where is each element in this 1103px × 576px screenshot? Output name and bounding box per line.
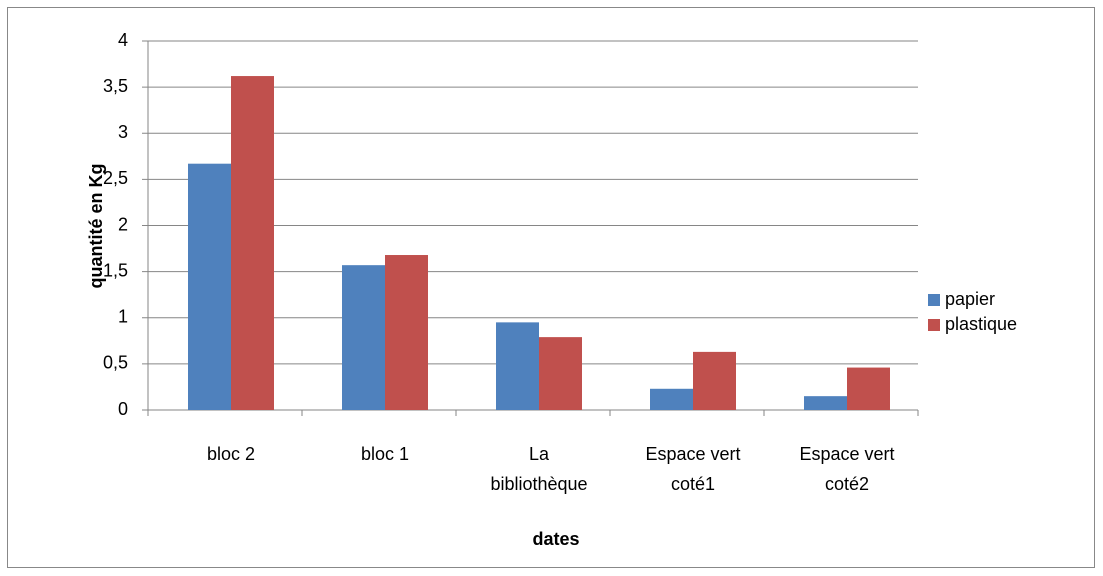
bar [804, 396, 847, 410]
legend-label: plastique [945, 314, 1017, 334]
y-tick-label: 1 [118, 307, 128, 327]
x-tick-label: Espace vert coté2 [799, 444, 894, 494]
bar [342, 265, 385, 410]
y-tick-label: 3,5 [103, 76, 128, 96]
x-axis-label: dates [532, 529, 579, 549]
y-tick-label: 3 [118, 122, 128, 142]
x-tick-label: bloc 1 [361, 444, 409, 464]
y-tick-label: 2,5 [103, 168, 128, 188]
bar [385, 255, 428, 410]
bar [847, 367, 890, 410]
bar [539, 337, 582, 410]
bar [231, 76, 274, 411]
bar [188, 163, 231, 410]
bar [650, 388, 693, 410]
y-axis-label: quantité en Kg [86, 164, 106, 289]
legend-swatch [928, 319, 940, 331]
y-tick-label: 1,5 [103, 260, 128, 280]
x-tick-label: La bibliothèque [490, 444, 587, 494]
legend-label: papier [945, 289, 995, 309]
y-tick-label: 0,5 [103, 353, 128, 373]
x-tick-label: Espace vert coté1 [645, 444, 740, 494]
y-tick-label: 0 [118, 399, 128, 419]
bar [496, 322, 539, 410]
y-tick-label: 2 [118, 214, 128, 234]
legend-swatch [928, 294, 940, 306]
x-tick-label: bloc 2 [207, 444, 255, 464]
y-tick-label: 4 [118, 30, 128, 50]
bar [693, 351, 736, 410]
